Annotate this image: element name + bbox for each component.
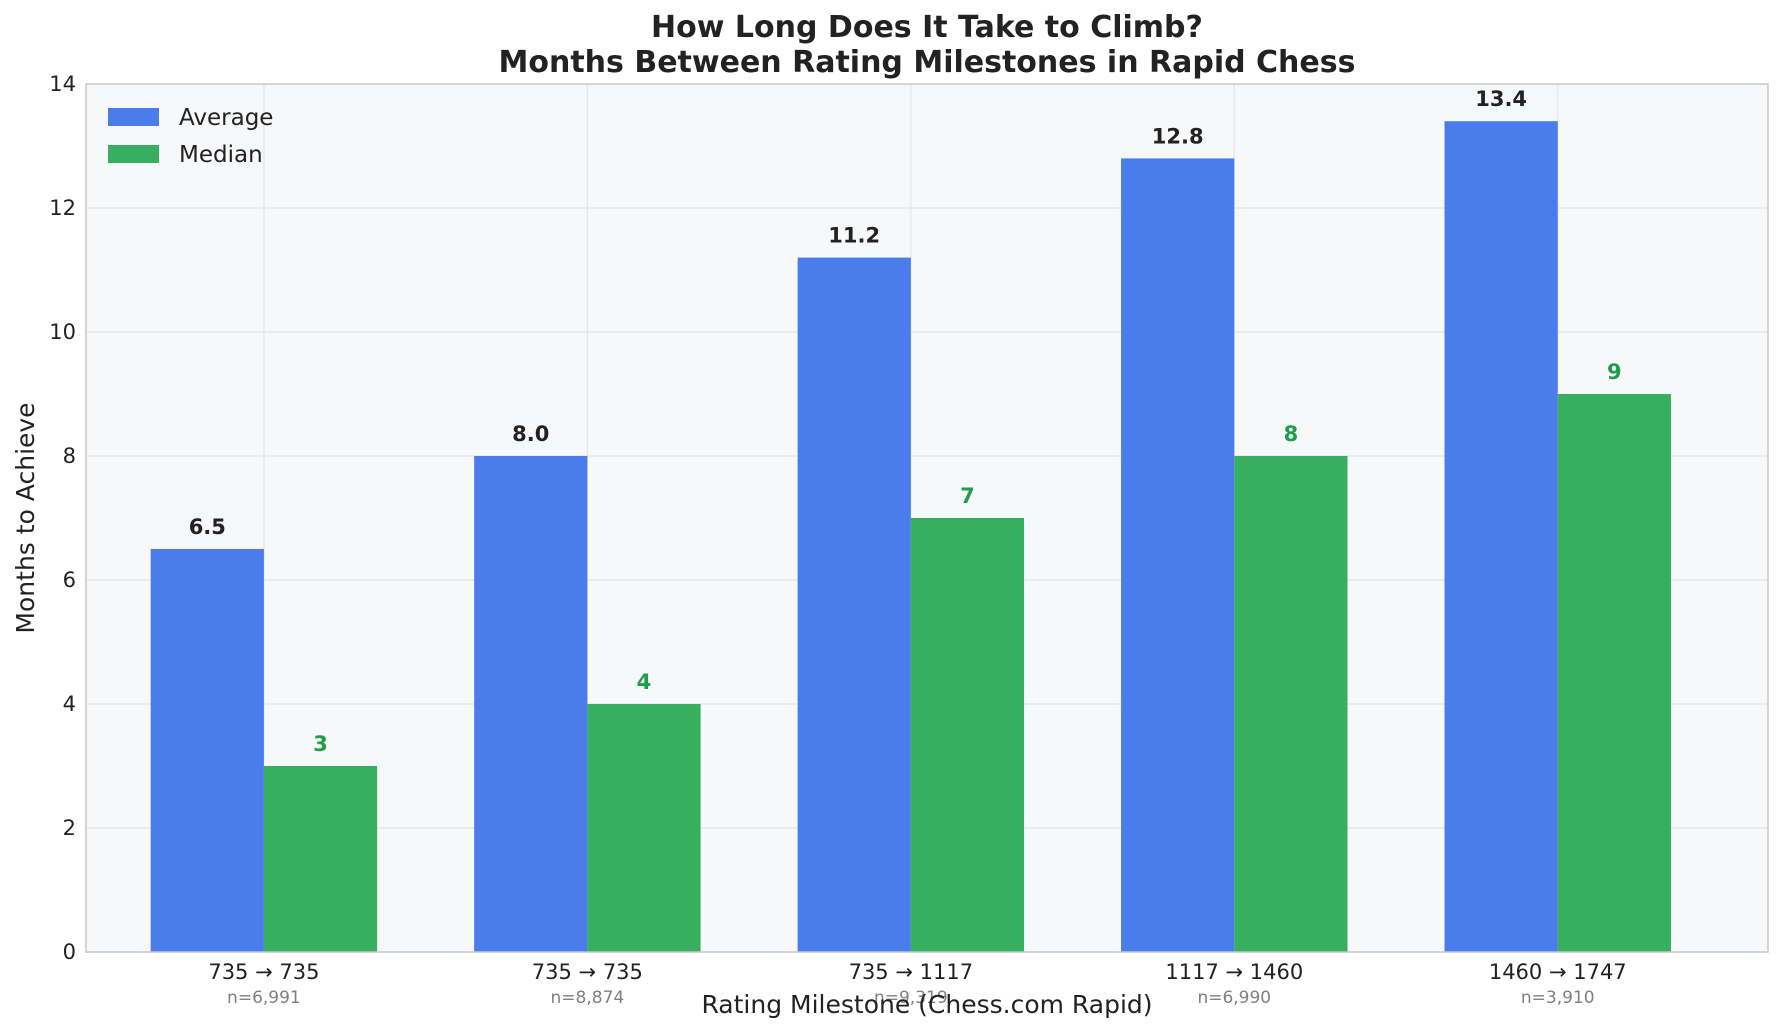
value-label-average-1: 8.0 bbox=[512, 422, 549, 446]
legend-label-median: Median bbox=[179, 142, 263, 168]
value-label-median-3: 8 bbox=[1284, 422, 1299, 446]
sample-size-label: n=8,874 bbox=[551, 988, 625, 1008]
bar-median-4 bbox=[1557, 394, 1671, 952]
sample-size-label: n=9,319 bbox=[874, 988, 948, 1008]
x-tick-label: 735 → 1117 bbox=[849, 960, 973, 984]
legend-label-average: Average bbox=[179, 105, 273, 131]
x-axis-ticks: 735 → 735 n=6,991 735 → 735 n=8,874 735 → 11… bbox=[208, 960, 1626, 1008]
value-label-median-1: 4 bbox=[637, 670, 652, 694]
bar-median-3 bbox=[1234, 456, 1348, 952]
x-tick-label: 735 → 735 bbox=[532, 960, 643, 984]
bar-median-1 bbox=[587, 704, 701, 952]
chart-title-line1: How Long Does It Take to Climb? bbox=[651, 10, 1203, 45]
y-tick-label: 12 bbox=[49, 196, 76, 220]
legend-swatch-average bbox=[108, 108, 159, 126]
y-tick-label: 6 bbox=[63, 568, 76, 592]
bar-median-0 bbox=[263, 766, 378, 952]
sample-size-label: n=6,990 bbox=[1197, 988, 1271, 1008]
sample-size-label: n=6,991 bbox=[227, 988, 301, 1008]
bar-average-4 bbox=[1444, 121, 1558, 952]
x-tick-label: 735 → 735 bbox=[208, 960, 319, 984]
value-label-average-3: 12.8 bbox=[1152, 124, 1204, 148]
x-axis-label: Rating Milestone (Chess.com Rapid) bbox=[701, 990, 1152, 1019]
x-tick-label: 1117 → 1460 bbox=[1165, 960, 1303, 984]
bar-average-2 bbox=[797, 257, 911, 953]
y-axis-label: Months to Achieve bbox=[11, 402, 40, 633]
legend: Average Median bbox=[108, 105, 273, 168]
bar-average-0 bbox=[150, 549, 264, 952]
y-tick-label: 2 bbox=[63, 816, 76, 840]
chart-title-line2: Months Between Rating Milestones in Rapi… bbox=[499, 45, 1356, 80]
legend-swatch-median bbox=[108, 145, 159, 163]
y-tick-label: 8 bbox=[63, 444, 76, 468]
value-labels: 6.5 8.0 11.2 12.8 13.4 3 4 7 8 9 bbox=[189, 87, 1622, 756]
value-label-average-4: 13.4 bbox=[1475, 87, 1527, 111]
bar-average-1 bbox=[474, 456, 588, 952]
y-tick-label: 10 bbox=[49, 320, 76, 344]
plot-frame bbox=[85, 83, 1769, 953]
y-axis-ticks: 0 2 4 6 8 10 12 14 bbox=[49, 72, 76, 964]
bars bbox=[150, 121, 1671, 953]
value-label-average-2: 11.2 bbox=[828, 224, 880, 248]
y-tick-label: 0 bbox=[63, 940, 76, 964]
value-label-average-0: 6.5 bbox=[189, 515, 226, 539]
bar-average-3 bbox=[1121, 158, 1235, 952]
value-label-median-0: 3 bbox=[313, 732, 328, 756]
y-tick-label: 14 bbox=[49, 72, 76, 96]
value-label-median-2: 7 bbox=[960, 484, 975, 508]
y-tick-label: 4 bbox=[63, 692, 76, 716]
bar-median-2 bbox=[910, 518, 1025, 952]
value-label-median-4: 9 bbox=[1607, 360, 1622, 384]
sample-size-label: n=3,910 bbox=[1521, 988, 1595, 1008]
x-tick-label: 1460 → 1747 bbox=[1489, 960, 1627, 984]
